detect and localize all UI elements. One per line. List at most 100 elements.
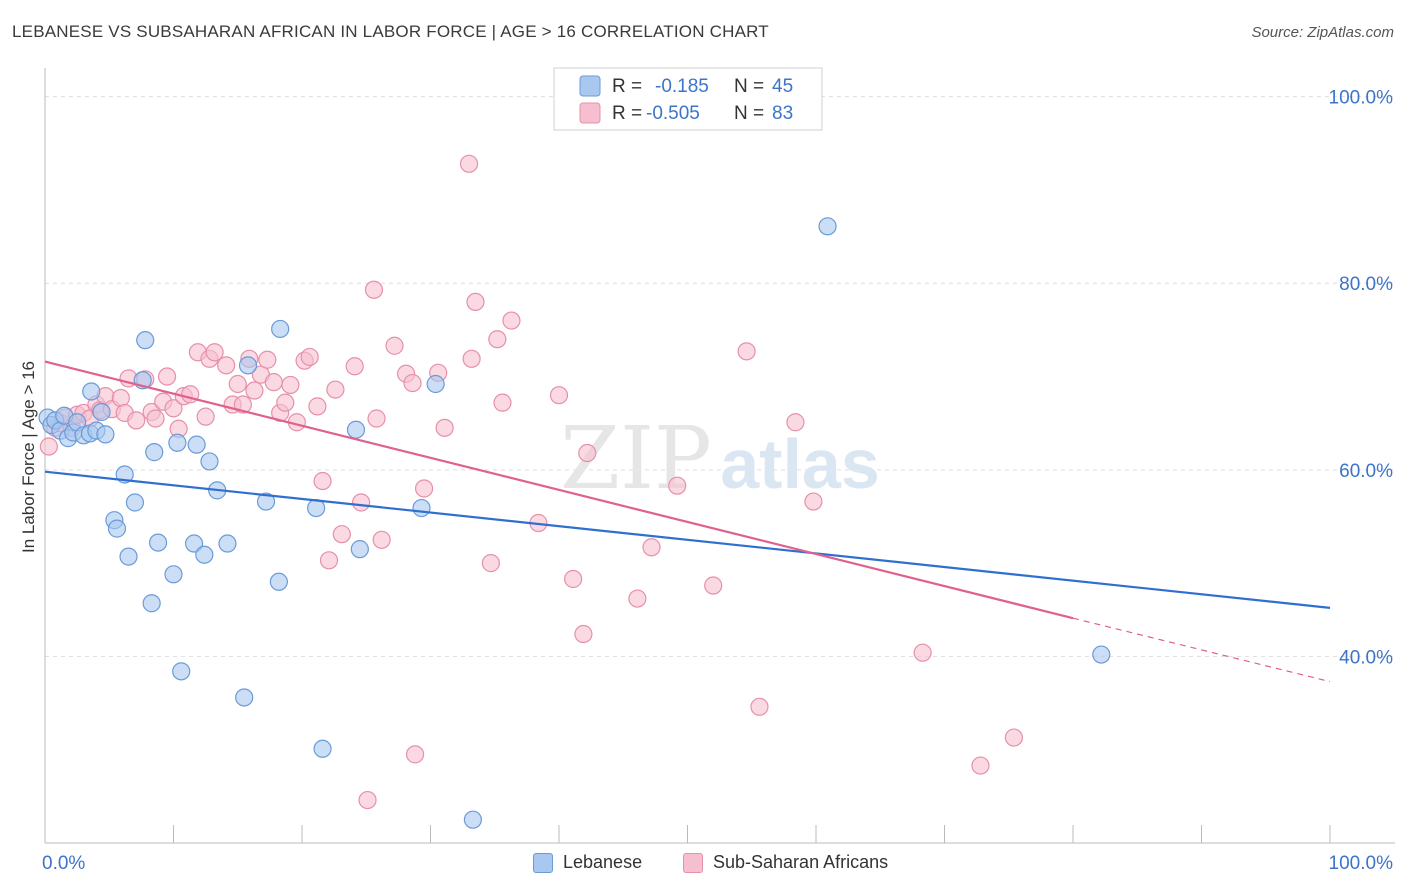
subsaharan-point xyxy=(405,745,425,764)
lebanese-point xyxy=(426,374,445,394)
subsaharan-point xyxy=(196,407,215,426)
subsaharan-point xyxy=(704,576,723,595)
subsaharan-point xyxy=(300,347,319,367)
lebanese-point xyxy=(148,533,168,552)
subsaharan-point xyxy=(111,388,130,408)
axes xyxy=(44,68,1395,844)
lebanese-point xyxy=(346,420,366,439)
lebanese-point xyxy=(200,452,219,471)
data-points xyxy=(38,154,1111,829)
y-tick-label: 40.0% xyxy=(1339,647,1393,668)
legend-n-label-lebanese: N = xyxy=(734,76,764,97)
subsaharan-point xyxy=(313,471,332,491)
subsaharan-point xyxy=(281,375,300,395)
subsaharan-point xyxy=(628,589,647,608)
lebanese-point xyxy=(164,565,183,584)
lebanese-point xyxy=(238,356,258,375)
subsaharan-point xyxy=(367,409,386,428)
subsaharan-point xyxy=(737,342,756,361)
bottom-legend-label-lebanese: Lebanese xyxy=(563,852,643,872)
legend-r-value-subsaharan: -0.505 xyxy=(646,103,700,124)
y-tick-label: 60.0% xyxy=(1339,461,1393,482)
subsaharan-point xyxy=(481,554,500,573)
subsaharan-point xyxy=(358,790,377,810)
legend-swatch-subsaharan xyxy=(579,102,601,124)
subsaharan-point xyxy=(414,479,434,498)
subsaharan-point xyxy=(385,336,404,355)
lebanese-point xyxy=(195,545,214,564)
x-tick-label: 100.0% xyxy=(1329,853,1394,874)
x-tick-label: 0.0% xyxy=(42,853,85,874)
subsaharan-point xyxy=(345,357,364,376)
subsaharan-point xyxy=(245,381,264,400)
subsaharan-point xyxy=(258,350,277,369)
subsaharan-point xyxy=(39,437,58,456)
subsaharan-point xyxy=(466,292,485,312)
subsaharan-point xyxy=(462,349,481,368)
subsaharan-point xyxy=(364,280,384,299)
subsaharan-point xyxy=(205,343,224,362)
lebanese-point xyxy=(235,688,254,707)
subsaharan-point xyxy=(459,154,479,173)
source-label: Source: ZipAtlas.com xyxy=(1251,24,1394,41)
lebanese-point xyxy=(350,540,369,559)
lebanese-point xyxy=(1092,645,1111,664)
legend-n-value-lebanese: 45 xyxy=(772,76,793,97)
bottom-legend-swatch-subsaharan xyxy=(683,852,703,873)
subsaharan-point xyxy=(372,530,391,549)
lebanese-point xyxy=(92,402,111,422)
subsaharan-point xyxy=(157,367,177,386)
subsaharan-point xyxy=(1004,728,1023,747)
subsaharan-point xyxy=(164,399,183,418)
lebanese-point xyxy=(142,594,161,613)
lebanese-point xyxy=(818,217,837,236)
watermark-atlas: atlas xyxy=(720,425,880,503)
subsaharan-point xyxy=(804,492,823,511)
lebanese-point xyxy=(136,331,155,350)
subsaharan-point xyxy=(403,373,422,393)
subsaharan-point xyxy=(228,374,247,394)
lebanese-trend-line xyxy=(44,470,1331,609)
stats-legend: R = -0.185 N = 45 R = -0.505 N = 83 xyxy=(553,67,823,131)
lebanese-point xyxy=(412,498,431,518)
lebanese-point xyxy=(125,493,145,512)
subsaharan-point xyxy=(574,624,593,644)
y-tick-label: 80.0% xyxy=(1339,274,1393,295)
lebanese-point xyxy=(218,534,237,553)
subsaharan-point xyxy=(971,756,990,775)
subsaharan-point xyxy=(435,418,454,437)
subsaharan-point xyxy=(276,393,295,412)
bottom-legend-swatch-lebanese xyxy=(533,852,553,873)
subsaharan-point xyxy=(668,476,687,495)
subsaharan-trend-extension xyxy=(1072,617,1331,683)
subsaharan-point xyxy=(326,380,345,399)
bottom-legend-item-lebanese: Lebanese xyxy=(533,852,642,873)
subsaharan-point xyxy=(493,393,512,412)
y-tick-label: 100.0% xyxy=(1329,88,1394,109)
lebanese-point xyxy=(96,425,115,444)
subsaharan-point xyxy=(332,525,351,544)
lebanese-point xyxy=(107,519,127,538)
lebanese-point xyxy=(256,492,276,511)
subsaharan-point xyxy=(578,443,597,463)
lebanese-point xyxy=(168,433,187,452)
lebanese-point xyxy=(463,810,483,829)
subsaharan-point xyxy=(786,413,805,432)
lebanese-point xyxy=(145,443,164,462)
lebanese-point xyxy=(82,382,101,401)
lebanese-point xyxy=(313,739,332,758)
subsaharan-point xyxy=(502,311,521,330)
subsaharan-point xyxy=(233,395,252,414)
tick-labels: 40.0% 60.0% 80.0% 100.0% 0.0% 100.0% xyxy=(42,88,1393,874)
bottom-legend: Lebanese Sub-Saharan Africans xyxy=(0,852,1406,878)
legend-r-label-lebanese: R = xyxy=(612,76,642,97)
lebanese-point xyxy=(119,547,138,566)
lebanese-point xyxy=(184,534,204,553)
subsaharan-point xyxy=(642,538,661,557)
legend-n-value-subsaharan: 83 xyxy=(772,103,793,124)
subsaharan-trend-line xyxy=(44,360,1074,620)
subsaharan-point xyxy=(264,373,283,392)
subsaharan-point xyxy=(913,643,932,662)
lebanese-point xyxy=(172,662,191,681)
